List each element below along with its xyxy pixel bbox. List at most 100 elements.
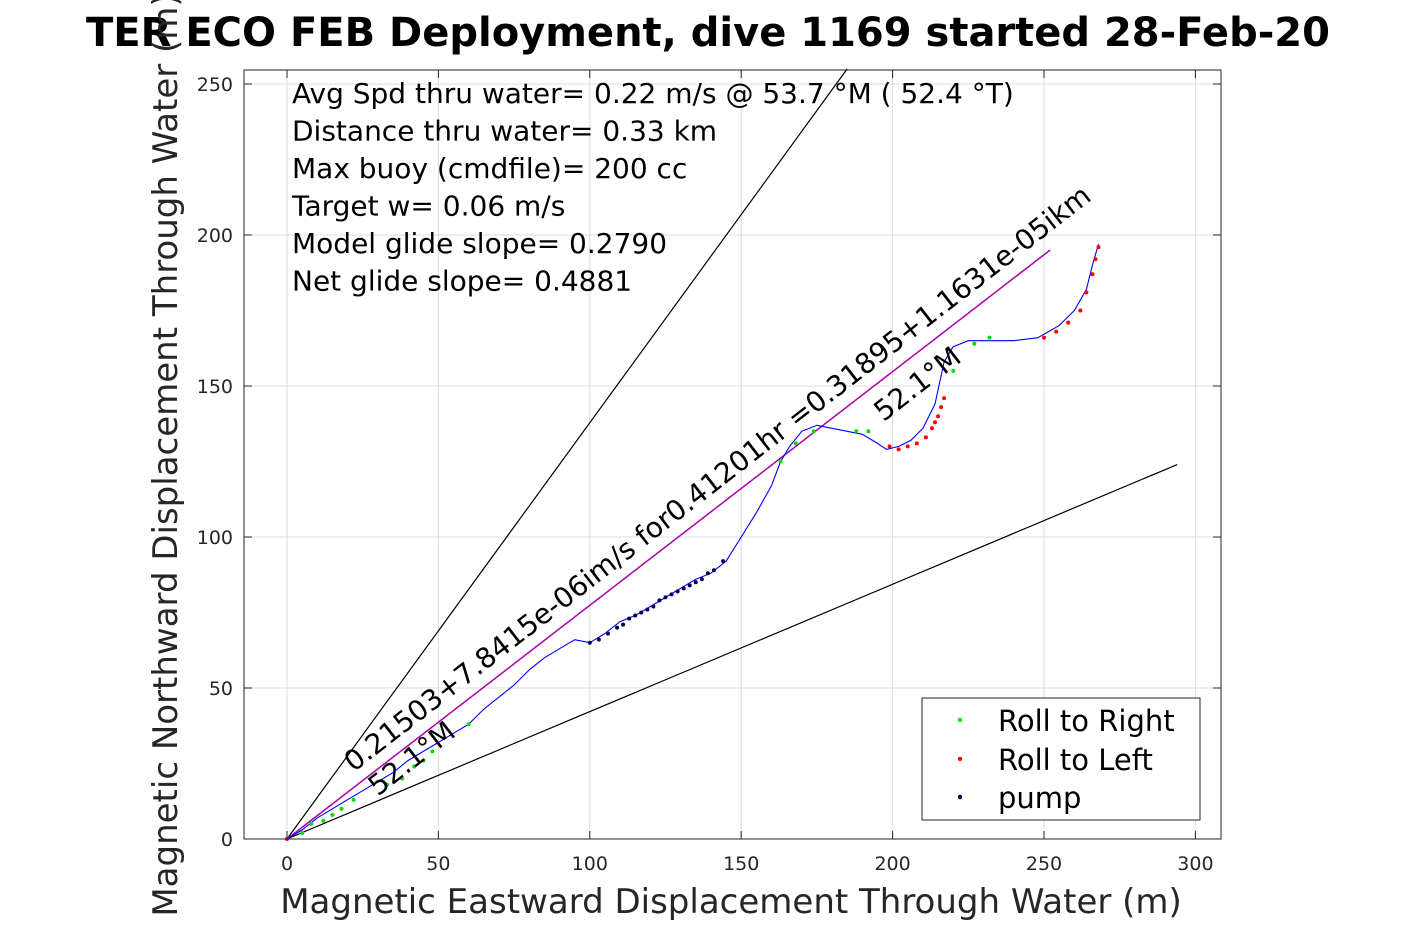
point-pump	[639, 610, 644, 615]
point-roll-to-right	[330, 812, 335, 817]
legend-label-roll-to-right: Roll to Right	[998, 704, 1175, 738]
point-roll-to-right	[430, 749, 435, 754]
legend: Roll to Right Roll to Left pump	[921, 697, 1201, 821]
legend-box	[921, 697, 1201, 821]
legend-label-roll-to-left: Roll to Left	[998, 743, 1153, 777]
point-roll-to-left	[932, 420, 937, 425]
point-roll-to-left	[1066, 320, 1071, 325]
x-tick-label: 250	[1026, 853, 1062, 875]
point-roll-to-left	[905, 444, 910, 449]
point-pump	[615, 625, 620, 630]
annotations: Avg Spd thru water= 0.22 m/s @ 53.7 °M (…	[291, 77, 1014, 298]
guide-line-upper	[286, 68, 848, 840]
x-axis-label: Magnetic Eastward Displacement Through W…	[280, 882, 1182, 922]
fit-line-group	[286, 249, 1051, 840]
annotation-line: Model glide slope= 0.2790	[292, 227, 667, 260]
point-pump	[605, 631, 610, 636]
point-roll-to-left	[896, 447, 901, 452]
point-roll-to-right	[778, 459, 783, 464]
point-roll-to-right	[854, 429, 859, 434]
point-roll-to-left	[887, 444, 892, 449]
point-pump	[721, 559, 726, 564]
annotation-line: Net glide slope= 0.4881	[292, 265, 632, 298]
y-tick-label: 0	[221, 829, 233, 851]
point-roll-to-left	[1096, 245, 1101, 250]
x-tick-label: 0	[281, 853, 293, 875]
point-pump	[596, 637, 601, 642]
legend-label-pump: pump	[998, 781, 1081, 815]
point-roll-to-right	[951, 368, 956, 373]
x-tick-label: 50	[426, 853, 450, 875]
point-roll-to-right	[972, 341, 977, 346]
point-roll-to-left	[1042, 335, 1046, 340]
point-pump	[621, 622, 626, 627]
point-pump	[675, 589, 680, 594]
point-roll-to-right	[400, 776, 405, 781]
point-roll-to-right	[351, 797, 356, 802]
point-roll-to-left	[939, 405, 944, 410]
x-tick-label: 300	[1177, 853, 1213, 875]
point-roll-to-right	[793, 441, 798, 446]
point-pump	[587, 640, 592, 645]
track-line	[286, 243, 1100, 840]
guide-line-lower	[286, 463, 1178, 840]
point-pump	[645, 607, 650, 612]
point-roll-to-right	[811, 429, 816, 434]
chart-title: TER ECO FEB Deployment, dive 1169 starte…	[86, 10, 1330, 56]
annotation-line: Distance thru water= 0.33 km	[292, 115, 717, 148]
point-roll-to-right	[421, 758, 426, 763]
plot-frame	[243, 69, 1222, 840]
point-roll-to-left	[1078, 308, 1083, 313]
x-tick-label: 150	[723, 853, 759, 875]
point-pump	[651, 604, 656, 609]
point-pump	[705, 571, 710, 576]
point-pump	[657, 598, 662, 603]
point-roll-to-left	[1054, 329, 1059, 334]
point-pump	[627, 616, 632, 621]
legend-marker-pump	[957, 794, 963, 800]
track-group	[286, 243, 1100, 840]
point-roll-to-left	[914, 441, 919, 446]
point-pump	[633, 613, 638, 618]
guide-lines	[286, 68, 1178, 840]
annotation-line: Avg Spd thru water= 0.22 m/s @ 53.7 °M (…	[292, 77, 1014, 110]
point-pump	[681, 586, 686, 591]
x-tick-label: 200	[874, 853, 910, 875]
point-roll-to-left	[942, 396, 947, 401]
y-tick-label: 200	[197, 225, 233, 247]
annotation-line: Max buoy (cmdfile)= 200 cc	[292, 152, 687, 185]
x-tick-label: 100	[572, 853, 608, 875]
point-roll-to-right	[309, 821, 314, 826]
point-roll-to-right	[466, 722, 471, 727]
y-axis-label: Magnetic Northward Displacement Through …	[146, 0, 186, 917]
data-points	[285, 245, 1101, 841]
point-roll-to-left	[1090, 272, 1095, 277]
point-pump	[693, 580, 698, 585]
fit-line	[286, 249, 1051, 840]
point-pump	[669, 592, 674, 597]
point-roll-to-right	[412, 764, 417, 769]
point-pump	[687, 583, 692, 588]
point-roll-to-left	[1084, 290, 1089, 295]
ticks: 0 50 100 150 200 250 300 0 50 100 150 200 250	[197, 70, 1221, 875]
point-roll-to-left	[1093, 257, 1098, 262]
point-roll-to-right	[300, 830, 305, 835]
annotation-line: Target w= 0.06 m/s	[291, 190, 565, 223]
point-pump	[711, 568, 716, 573]
legend-marker-roll-to-left	[957, 756, 963, 762]
point-roll-to-right	[384, 782, 389, 787]
y-tick-label: 250	[197, 74, 233, 96]
point-roll-to-right	[987, 335, 992, 340]
point-roll-to-right	[866, 429, 871, 434]
point-roll-to-left	[936, 414, 941, 419]
point-roll-to-left	[929, 426, 934, 431]
point-roll-to-left	[923, 435, 928, 440]
y-tick-label: 100	[197, 527, 233, 549]
point-pump	[663, 595, 668, 600]
point-pump	[699, 577, 704, 582]
point-roll-to-right	[321, 818, 326, 823]
y-tick-label: 150	[197, 376, 233, 398]
point-roll-to-right	[339, 806, 344, 811]
legend-marker-roll-to-right	[957, 717, 963, 723]
